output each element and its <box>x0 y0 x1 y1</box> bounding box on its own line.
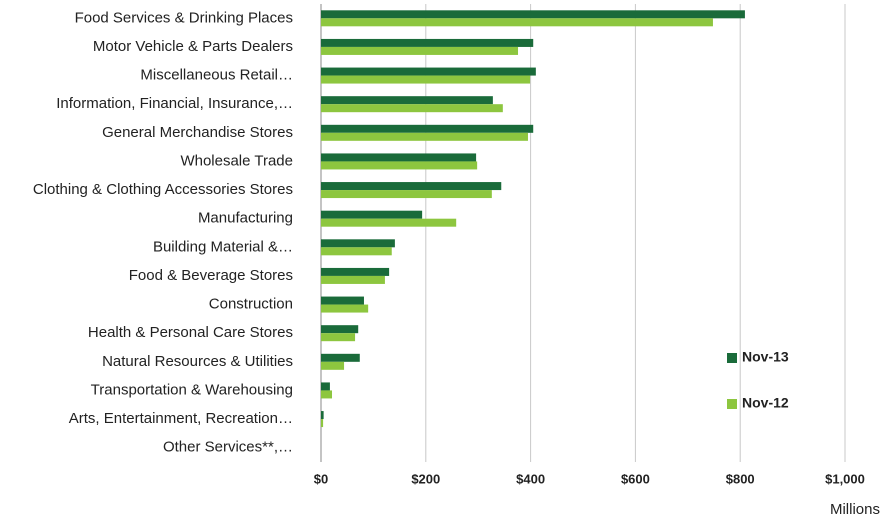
bar <box>321 18 713 27</box>
y-tick-label: Food & Beverage Stores <box>129 267 293 284</box>
y-tick-label: Motor Vehicle & Parts Dealers <box>93 38 293 55</box>
y-tick-label: Clothing & Clothing Accessories Stores <box>33 181 293 198</box>
bar <box>321 390 333 399</box>
bar <box>321 46 519 55</box>
bar <box>321 325 359 334</box>
legend-swatch <box>727 353 737 363</box>
bar <box>321 132 528 141</box>
bar <box>321 161 478 170</box>
bar <box>321 353 360 362</box>
bar <box>321 304 369 313</box>
bar <box>321 104 503 113</box>
y-tick-label: Food Services & Drinking Places <box>75 9 293 26</box>
y-tick-label: Health & Personal Care Stores <box>88 324 293 341</box>
bar <box>321 10 745 19</box>
bar <box>321 96 493 105</box>
bar <box>321 38 534 47</box>
y-tick-label: Natural Resources & Utilities <box>102 353 293 370</box>
y-tick-label: Construction <box>209 296 293 313</box>
bar <box>321 361 345 370</box>
y-tick-label: Arts, Entertainment, Recreation… <box>69 410 293 427</box>
bar <box>321 182 502 191</box>
x-axis-label: Millions <box>830 501 880 518</box>
bar <box>321 275 385 284</box>
bar <box>321 419 324 428</box>
y-tick-label: General Merchandise Stores <box>102 124 293 141</box>
bar <box>321 382 330 391</box>
x-tick-label: $400 <box>516 471 545 486</box>
x-tick-label: $800 <box>726 471 755 486</box>
bar <box>321 296 364 305</box>
bar <box>321 218 457 227</box>
y-tick-label: Miscellaneous Retail… <box>140 67 293 84</box>
y-tick-label: Transportation & Warehousing <box>91 381 293 398</box>
bar <box>321 190 492 199</box>
bar <box>321 153 477 162</box>
x-tick-label: $600 <box>621 471 650 486</box>
x-tick-label: $0 <box>314 471 328 486</box>
bar <box>321 411 324 420</box>
y-tick-label: Wholesale Trade <box>180 152 293 169</box>
y-tick-label: Other Services**,… <box>163 439 293 456</box>
x-tick-label: $200 <box>411 471 440 486</box>
bar <box>321 239 395 248</box>
legend-label: Nov-13 <box>742 349 789 365</box>
bar <box>321 247 392 256</box>
y-tick-label: Building Material &… <box>153 238 293 255</box>
bar <box>321 124 534 133</box>
y-tick-label: Information, Financial, Insurance,… <box>56 95 293 112</box>
bar <box>321 267 390 276</box>
y-tick-label: Manufacturing <box>198 210 293 227</box>
bar <box>321 75 531 84</box>
x-tick-label: $1,000 <box>825 471 865 486</box>
legend-swatch <box>727 399 737 409</box>
bar <box>321 333 356 342</box>
bar <box>321 210 423 219</box>
bar <box>321 67 536 76</box>
legend-label: Nov-12 <box>742 395 789 411</box>
